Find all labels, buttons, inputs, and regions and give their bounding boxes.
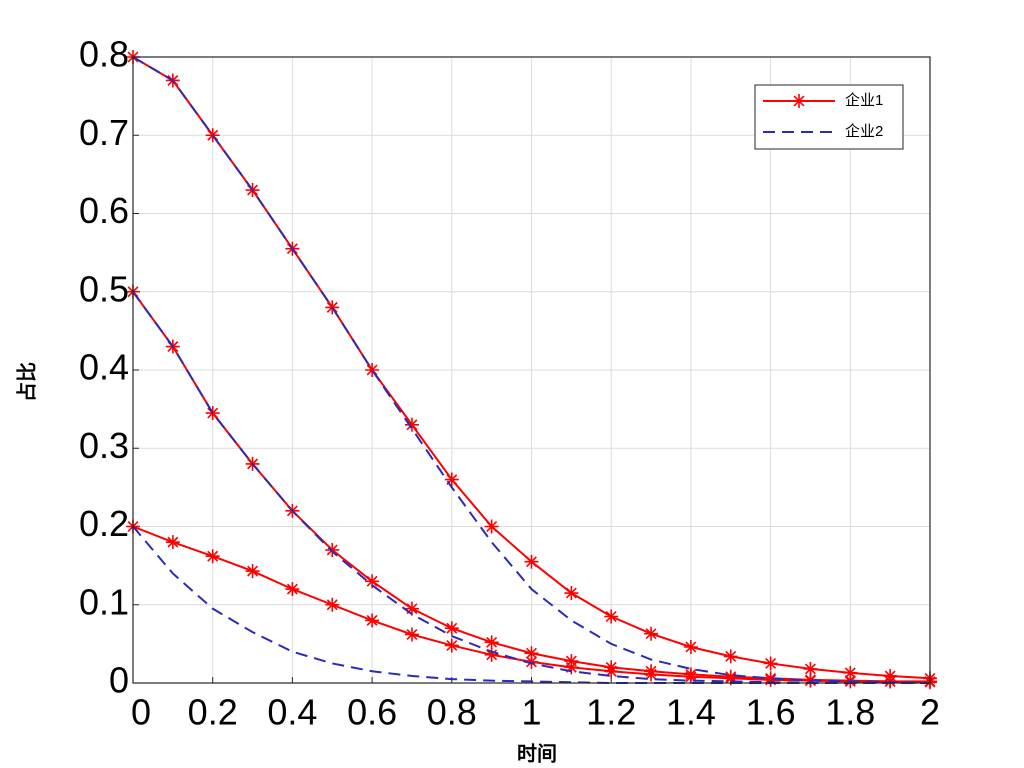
data-point (723, 649, 738, 664)
axes-box (132, 56, 931, 684)
x-tick-label: 0.4 (267, 692, 317, 733)
data-point (524, 554, 539, 569)
data-point (564, 586, 579, 601)
data-point (404, 417, 419, 432)
x-tick-label: 1.8 (825, 692, 875, 733)
data-point (763, 672, 778, 687)
data-point (165, 535, 180, 550)
y-tick-label: 0.4 (79, 347, 129, 388)
x-tick-label: 2 (920, 692, 940, 733)
data-point (803, 661, 818, 676)
y-tick-label: 0.6 (79, 190, 129, 231)
legend-box (754, 84, 904, 150)
x-tick-label: 1.4 (666, 692, 716, 733)
data-point (524, 654, 539, 669)
data-point (245, 564, 260, 579)
data-point (604, 664, 619, 679)
data-point (205, 549, 220, 564)
x-tick-label: 1 (521, 692, 541, 733)
legend-marker (792, 94, 806, 108)
data-point (763, 656, 778, 671)
x-tick-label: 0.2 (188, 692, 238, 733)
data-point (404, 627, 419, 642)
data-point (205, 128, 220, 143)
data-point (444, 621, 459, 636)
data-point (365, 363, 380, 377)
legend-label: 企业2 (845, 122, 883, 140)
y-tick-label: 0.3 (79, 425, 129, 466)
data-point (404, 601, 419, 616)
x-tick-label: 0.6 (347, 692, 397, 733)
x-tick-label: 1.2 (586, 692, 636, 733)
y-tick-label: 0.7 (79, 112, 129, 153)
data-point (723, 671, 738, 686)
data-point (683, 669, 698, 684)
data-point (205, 406, 220, 421)
y-tick-label: 0.5 (79, 268, 129, 309)
series-line (132, 56, 931, 684)
data-point (484, 635, 499, 650)
x-tick-label: 0.8 (427, 692, 477, 733)
x-axis-label: 时间 (517, 742, 557, 765)
data-point (604, 609, 619, 624)
data-point (843, 665, 858, 680)
data-point (524, 646, 539, 661)
y-tick-label: 0 (109, 660, 129, 701)
data-point (285, 582, 300, 597)
y-tick-label: 0.1 (79, 581, 129, 622)
data-point (484, 647, 499, 662)
y-axis-label: 占比 (15, 362, 38, 402)
data-point (644, 667, 659, 682)
data-point (365, 574, 380, 589)
y-tick-label: 0.8 (79, 34, 129, 75)
x-tick-label: 1.6 (746, 692, 796, 733)
legend: 企业1 企业2 (754, 84, 904, 150)
data-point (564, 660, 579, 675)
data-point (444, 638, 459, 653)
data-point (325, 597, 340, 612)
data-point (444, 472, 459, 487)
y-tick-label: 0.2 (79, 503, 129, 544)
data-point (644, 626, 659, 641)
data-point (683, 640, 698, 655)
x-tick-label: 0 (131, 692, 151, 733)
data-point (325, 542, 340, 557)
data-point (484, 519, 499, 534)
data-point (365, 613, 380, 628)
legend-label: 企业1 (845, 91, 883, 109)
